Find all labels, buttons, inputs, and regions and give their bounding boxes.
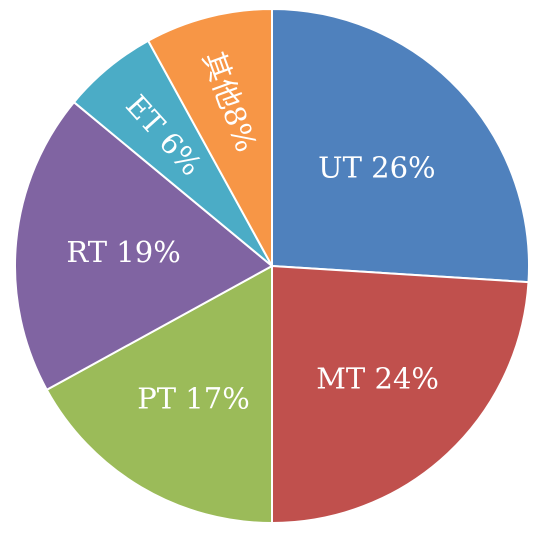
pie-slice-label-1: UT 26% bbox=[318, 151, 435, 185]
pie-slice-3 bbox=[45, 264, 273, 525]
pie-slice-1 bbox=[271, 7, 530, 284]
pie-slice-label-2: MT 24% bbox=[316, 361, 439, 395]
pie-slice-6 bbox=[146, 7, 273, 267]
pie-slice-label-3: PT 17% bbox=[137, 382, 250, 416]
pie-slice-label-4: RT 19% bbox=[66, 235, 180, 269]
pie-slice-4 bbox=[14, 100, 274, 392]
pie-slice-2 bbox=[271, 264, 530, 525]
